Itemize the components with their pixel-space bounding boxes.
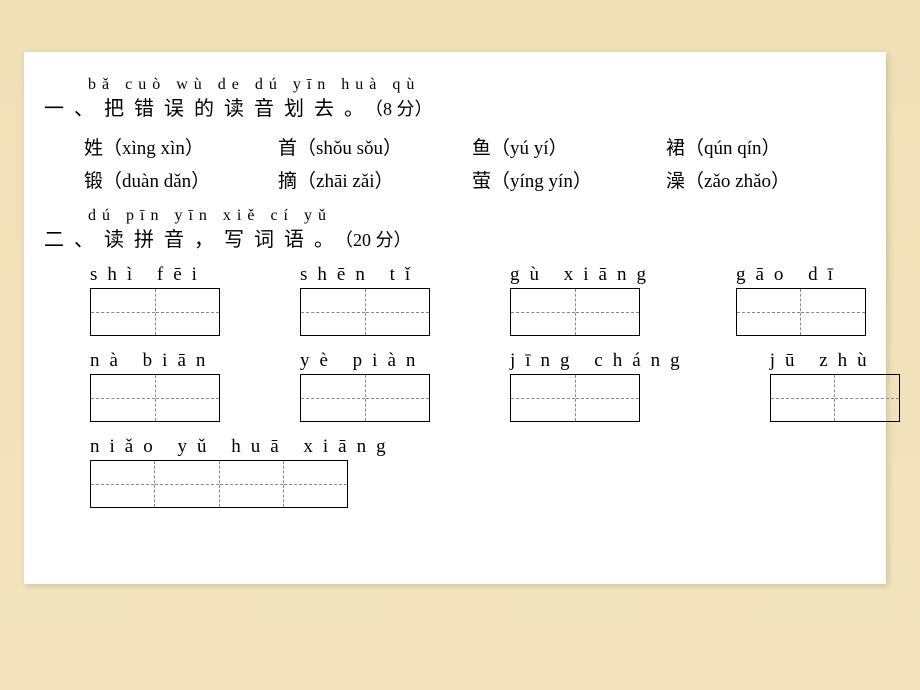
q2-word-pinyin: shì fēi (90, 264, 220, 286)
q2-row-2: nà biān yè piàn jīng cháng jū zhù (90, 350, 866, 422)
q2-word: gāo dī (736, 264, 866, 336)
q2-word-pinyin: niǎo yǔ huā xiāng (90, 436, 396, 458)
q1-item: 裙（qún qín） (666, 133, 860, 160)
q2-word-pinyin: yè piàn (300, 350, 430, 372)
write-box[interactable] (300, 374, 430, 422)
q1-char: 姓 (84, 138, 103, 159)
q2-word-pinyin: gāo dī (736, 264, 866, 286)
q1-char: 首 (278, 138, 297, 159)
q2-word: niǎo yǔ huā xiāng (90, 436, 396, 508)
q1-opts: （zhāi zǎi） (297, 171, 394, 192)
q1-row-2: 锻（duàn dǎn） 摘（zhāi zǎi） 萤（yíng yín） 澡（zǎ… (84, 166, 866, 193)
write-box[interactable] (510, 288, 640, 336)
q1-char: 锻 (84, 171, 103, 192)
q2-word: shēn tǐ (300, 264, 430, 336)
write-box[interactable] (90, 460, 348, 508)
write-box[interactable] (510, 374, 640, 422)
q1-text: 把错误的读音划去。 (104, 98, 374, 120)
q2-text: 读拼音，写词语。 (104, 229, 344, 251)
q1-opts: （zǎo zhǎo） (685, 171, 790, 192)
q2-word: gù xiāng (510, 264, 656, 336)
worksheet-paper: bǎ cuò wù de dú yīn huà qù 一、把错误的读音划去。（8… (24, 52, 886, 584)
q2-word: jū zhù (770, 350, 900, 422)
q1-item: 澡（zǎo zhǎo） (666, 166, 860, 193)
write-box[interactable] (300, 288, 430, 336)
q1-points: （8 分） (374, 99, 433, 119)
q1-number: 一、 (44, 98, 104, 120)
q1-item: 摘（zhāi zǎi） (278, 166, 472, 193)
q2-row-1: shì fēi shēn tǐ gù xiāng gāo dī (90, 264, 866, 336)
q2-word: shì fēi (90, 264, 220, 336)
q1-opts: （qún qín） (685, 138, 781, 159)
q1-item: 姓（xìng xìn） (84, 133, 278, 160)
q2-points: （20 分） (344, 230, 412, 250)
q1-row-1: 姓（xìng xìn） 首（shǒu sǒu） 鱼（yú yí） 裙（qún q… (84, 133, 866, 160)
q2-word-pinyin: jū zhù (770, 350, 900, 372)
q2-number: 二、 (44, 229, 104, 251)
q1-heading: 一、把错误的读音划去。（8 分） (44, 92, 866, 121)
q2-word: jīng cháng (510, 350, 690, 422)
q1-opts: （shǒu sǒu） (297, 138, 402, 159)
q2-row-3: niǎo yǔ huā xiāng (90, 436, 866, 508)
write-box[interactable] (90, 288, 220, 336)
q1-item: 首（shǒu sǒu） (278, 133, 472, 160)
q2-word: yè piàn (300, 350, 430, 422)
q1-item: 鱼（yú yí） (472, 133, 666, 160)
q2-word-pinyin: gù xiāng (510, 264, 656, 286)
q1-opts: （duàn dǎn） (103, 171, 210, 192)
write-box[interactable] (770, 374, 900, 422)
q2-word: nà biān (90, 350, 220, 422)
q1-item: 锻（duàn dǎn） (84, 166, 278, 193)
q1-opts: （yíng yín） (491, 171, 592, 192)
q1-opts: （yú yí） (491, 138, 568, 159)
q1-char: 鱼 (472, 138, 491, 159)
q1-item: 萤（yíng yín） (472, 166, 666, 193)
q2-word-pinyin: jīng cháng (510, 350, 690, 372)
q1-char: 澡 (666, 171, 685, 192)
q1-opts: （xìng xìn） (103, 138, 204, 159)
write-box[interactable] (736, 288, 866, 336)
q1-char: 萤 (472, 171, 491, 192)
q1-char: 摘 (278, 171, 297, 192)
q2-heading: 二、读拼音，写词语。（20 分） (44, 223, 866, 252)
q2-word-pinyin: shēn tǐ (300, 264, 430, 286)
q2-word-pinyin: nà biān (90, 350, 220, 372)
q1-char: 裙 (666, 138, 685, 159)
write-box[interactable] (90, 374, 220, 422)
